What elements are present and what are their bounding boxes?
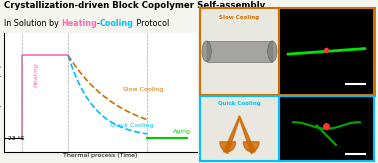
Polygon shape bbox=[207, 41, 272, 62]
X-axis label: Thermal process (Time): Thermal process (Time) bbox=[63, 153, 137, 158]
Text: 23 °C: 23 °C bbox=[8, 136, 24, 141]
Text: Aging: Aging bbox=[174, 129, 191, 134]
Text: Quick Cooling: Quick Cooling bbox=[110, 123, 153, 128]
Text: In Solution by: In Solution by bbox=[4, 19, 61, 28]
Polygon shape bbox=[224, 116, 255, 154]
Text: Slow Cooling: Slow Cooling bbox=[219, 15, 260, 20]
Y-axis label: Temperature (°C): Temperature (°C) bbox=[0, 65, 2, 119]
Ellipse shape bbox=[202, 41, 211, 62]
Text: Crystallization-driven Block Copolymer Self-assembly: Crystallization-driven Block Copolymer S… bbox=[4, 1, 265, 10]
Polygon shape bbox=[243, 142, 259, 152]
Text: Quick Cooling: Quick Cooling bbox=[218, 101, 261, 106]
Ellipse shape bbox=[268, 41, 277, 62]
Text: Slow Cooling: Slow Cooling bbox=[123, 87, 164, 92]
Text: Heating: Heating bbox=[34, 62, 39, 87]
Text: Protocol: Protocol bbox=[134, 19, 169, 28]
Text: Cooling: Cooling bbox=[100, 19, 134, 28]
Polygon shape bbox=[220, 142, 235, 152]
Text: Heating: Heating bbox=[61, 19, 97, 28]
Text: -: - bbox=[97, 19, 100, 28]
